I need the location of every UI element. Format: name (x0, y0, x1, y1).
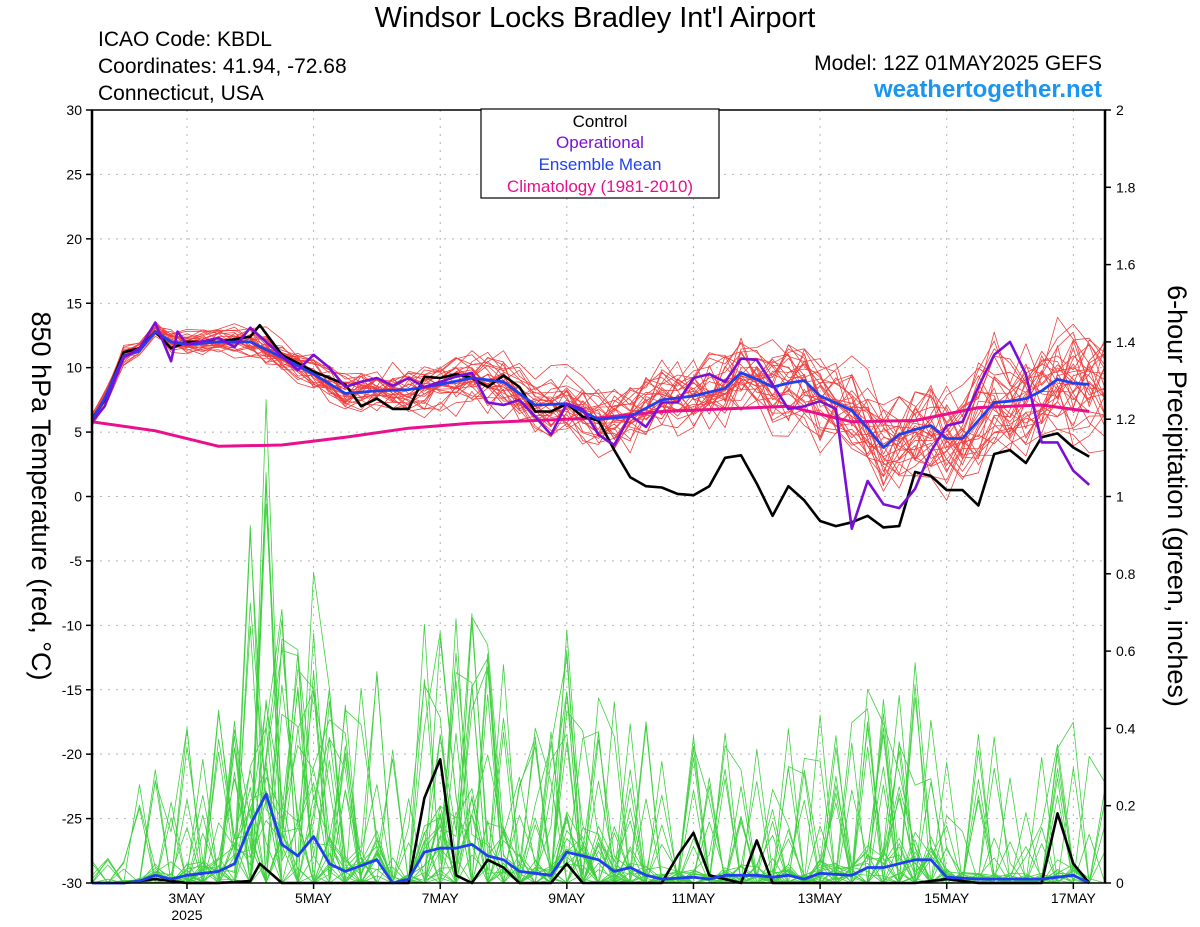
y2-tick-label: 0.4 (1116, 720, 1136, 736)
x-tick-label: 15MAY (924, 890, 970, 906)
y-tick-label: 20 (66, 231, 82, 247)
y-tick-label: -10 (62, 617, 82, 633)
legend-ensemble-mean: Ensemble Mean (539, 155, 662, 174)
y-tick-label: -15 (62, 682, 82, 698)
x-tick-label: 3MAY (168, 890, 206, 906)
x-tick-label: 9MAY (548, 890, 586, 906)
y2-tick-label: 1.4 (1116, 334, 1136, 350)
y-tick-label: 10 (66, 360, 82, 376)
y-tick-label: 25 (66, 166, 82, 182)
precipitation-member-lines (91, 399, 1106, 884)
legend-climatology: Climatology (1981-2010) (507, 177, 693, 196)
y-tick-label: -5 (70, 553, 83, 569)
x-tick-label: 7MAY (422, 890, 460, 906)
temperature-member-lines (91, 316, 1106, 501)
y2-tick-label: 2 (1116, 102, 1124, 118)
x-tick-label: 5MAY (295, 890, 333, 906)
temperature-member-line (91, 326, 1106, 459)
y-tick-label: 30 (66, 102, 82, 118)
legend-box (480, 108, 720, 199)
ensemble-mean-temperature-line (90, 330, 1090, 449)
y2-tick-label: 1 (1116, 489, 1124, 505)
site-name: weathertogether.net (873, 76, 1102, 103)
temperature-member-line (91, 327, 1106, 477)
precipitation-member-line (92, 399, 1105, 884)
y-axis-label: 850 hPa Temperature (red, °C) (26, 312, 56, 681)
y2-tick-label: 0 (1116, 875, 1124, 891)
control-temperature-line (90, 323, 1090, 529)
y2-tick-label: 0.2 (1116, 798, 1136, 814)
legend-control: Control (573, 112, 628, 131)
y2-tick-label: 1.8 (1116, 179, 1136, 195)
region: Connecticut, USA (98, 82, 264, 105)
operational-temperature-line (90, 321, 1091, 530)
temperature-member-line (91, 327, 1106, 445)
y-tick-label: 15 (66, 295, 82, 311)
chart-title: Windsor Locks Bradley Int'l Airport (374, 2, 816, 34)
temperature-member-line (91, 333, 1106, 466)
temperature-member-line (91, 332, 1106, 487)
y2-tick-label: 0.6 (1116, 643, 1136, 659)
y-tick-label: -25 (62, 811, 82, 827)
x-tick-label: 17MAY (1051, 890, 1097, 906)
y-tick-label: 5 (74, 424, 82, 440)
x-tick-label: 13MAY (798, 890, 844, 906)
y2-tick-label: 0.8 (1116, 566, 1136, 582)
y2-axis-label: 6-hour Precipitation (green, inches) (1162, 285, 1192, 707)
coordinates: Coordinates: 41.94, -72.68 (98, 55, 347, 78)
x-tick-sublabel: 2025 (171, 907, 202, 923)
precipitation-member-line (91, 653, 1105, 884)
model-run: Model: 12Z 01MAY2025 GEFS (814, 52, 1102, 75)
x-tick-label: 11MAY (672, 890, 716, 906)
y-tick-label: -30 (62, 875, 82, 891)
y2-tick-label: 1.6 (1116, 257, 1136, 273)
grid (92, 110, 1105, 883)
y-tick-label: -20 (62, 746, 82, 762)
ensemble-mean-precipitation-line (92, 792, 1090, 885)
icao-code: ICAO Code: KBDL (98, 28, 272, 51)
legend: Control Operational Ensemble Mean Climat… (480, 108, 720, 199)
y-tick-label: 0 (74, 489, 82, 505)
y2-tick-label: 1.2 (1116, 411, 1136, 427)
legend-operational: Operational (556, 133, 644, 152)
plot-frame (91, 109, 1106, 884)
temperature-member-line (91, 327, 1106, 480)
axis-ticks: -30-25-20-15-10-505101520253000.20.40.60… (62, 102, 1136, 923)
